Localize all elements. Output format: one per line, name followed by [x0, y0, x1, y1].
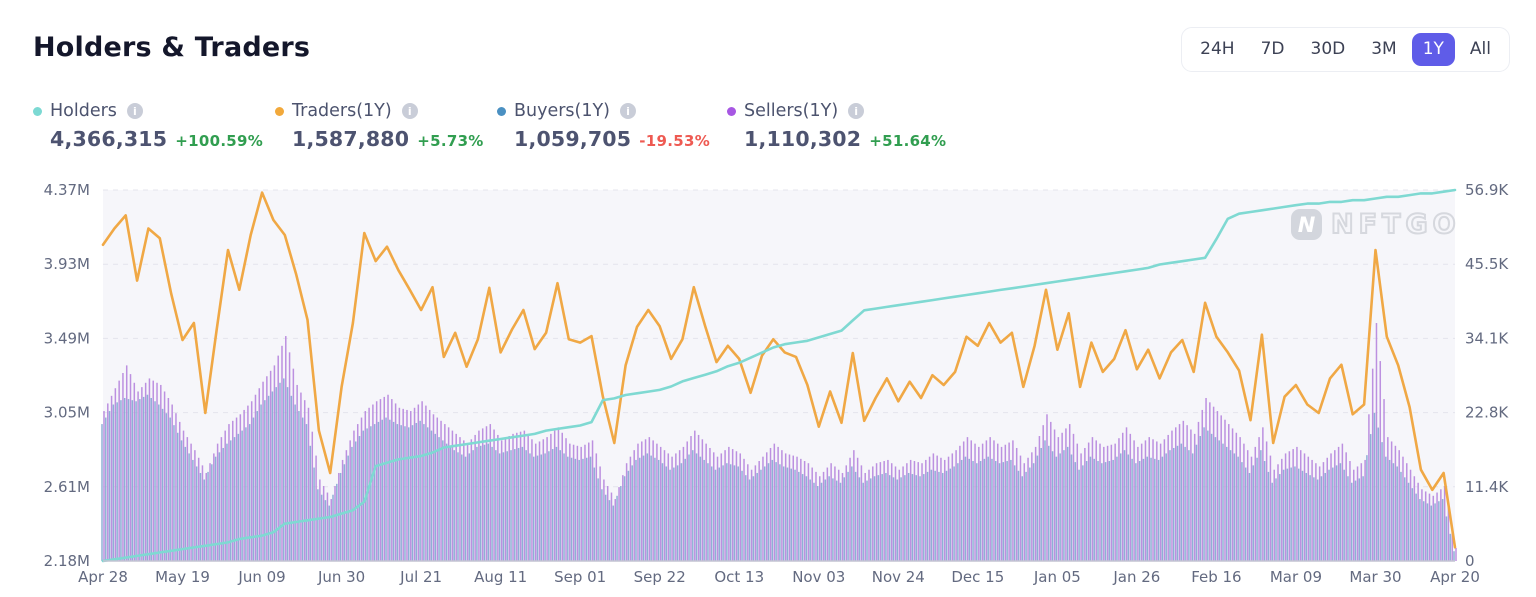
x-axis-tick: Oct 13 — [714, 568, 764, 586]
left-axis-tick: 2.18M — [44, 552, 90, 570]
legend-item-sellersy[interactable]: Sellers(1Y) i 1,110,302 +51.64% — [727, 101, 946, 151]
left-axis-tick: 3.93M — [44, 255, 90, 273]
page-title: Holders & Traders — [33, 32, 311, 63]
info-icon[interactable]: i — [126, 103, 143, 119]
legend-label-row: Traders(1Y) i — [275, 101, 484, 121]
x-axis-tick: Nov 24 — [872, 568, 925, 586]
legend-value-row: 4,366,315 +100.59% — [33, 127, 263, 151]
legend-label: Traders(1Y) — [292, 101, 392, 121]
legend-label-row: Sellers(1Y) i — [727, 101, 946, 121]
info-icon[interactable]: i — [620, 103, 637, 119]
legend-color-dot — [33, 106, 42, 116]
plot-background — [103, 190, 1455, 561]
x-axis-tick: Mar 30 — [1349, 568, 1401, 586]
legend-color-dot — [275, 106, 284, 116]
nftgo-watermark-text: NFTGO — [1330, 208, 1461, 241]
x-axis-tick: Sep 01 — [554, 568, 606, 586]
legend-change: -19.53% — [639, 132, 711, 150]
right-axis-tick: 45.5K — [1465, 255, 1509, 273]
legend-label-row: Buyers(1Y) i — [497, 101, 710, 121]
nftgo-watermark: N NFTGO — [1291, 208, 1461, 241]
info-icon[interactable]: i — [401, 103, 418, 119]
time-range-button-3m[interactable]: 3M — [1360, 33, 1407, 66]
x-axis-tick: Jul 21 — [399, 568, 442, 586]
legend-value: 1,059,705 — [514, 127, 632, 151]
time-range-button-30d[interactable]: 30D — [1300, 33, 1357, 66]
x-axis-tick: Aug 11 — [474, 568, 527, 586]
x-axis-tick: Mar 09 — [1270, 568, 1322, 586]
legend-color-dot — [497, 106, 506, 116]
x-axis-tick: Apr 20 — [1430, 568, 1480, 586]
legend-change: +5.73% — [417, 132, 484, 150]
left-axis-tick: 4.37M — [44, 181, 90, 199]
legend-value-row: 1,110,302 +51.64% — [727, 127, 946, 151]
legend-value: 4,366,315 — [50, 127, 168, 151]
right-axis-tick: 0 — [1465, 552, 1475, 570]
legend-label: Holders — [50, 101, 117, 121]
legend-value-row: 1,059,705 -19.53% — [497, 127, 710, 151]
holders-line — [101, 188, 1457, 563]
right-axis-tick: 11.4K — [1465, 478, 1509, 496]
left-axis-tick: 2.61M — [44, 478, 90, 496]
x-axis-tick: Dec 15 — [951, 568, 1004, 586]
nftgo-logo-icon: N — [1291, 209, 1322, 240]
x-axis-tick: Jan 05 — [1033, 568, 1081, 586]
x-axis-tick: Jun 09 — [237, 568, 285, 586]
x-axis-tick: Jun 30 — [317, 568, 365, 586]
x-axis-tick: Nov 03 — [792, 568, 845, 586]
legend-item-buyersy[interactable]: Buyers(1Y) i 1,059,705 -19.53% — [497, 101, 710, 151]
legend-item-tradersy[interactable]: Traders(1Y) i 1,587,880 +5.73% — [275, 101, 484, 151]
axis-tick-labels: 4.37M 56.9K 3.93M 45.5K 3.49M 34.1K 3.05M 22.8K… — [44, 181, 1510, 586]
time-range-button-24h[interactable]: 24H — [1189, 33, 1245, 66]
legend-change: +100.59% — [175, 132, 264, 150]
legend-label-row: Holders i — [33, 101, 263, 121]
right-axis-tick: 22.8K — [1465, 404, 1509, 422]
legend-item-holders[interactable]: Holders i 4,366,315 +100.59% — [33, 101, 263, 151]
x-axis-tick: Feb 16 — [1191, 568, 1241, 586]
legend-value-row: 1,587,880 +5.73% — [275, 127, 484, 151]
legend-label: Sellers(1Y) — [744, 101, 839, 121]
time-range-button-1y[interactable]: 1Y — [1411, 33, 1455, 66]
right-axis-tick: 34.1K — [1465, 329, 1509, 347]
info-icon[interactable]: i — [848, 103, 865, 119]
legend-label: Buyers(1Y) — [514, 101, 611, 121]
left-axis-tick: 3.49M — [44, 329, 90, 347]
right-axis-tick: 56.9K — [1465, 181, 1509, 199]
x-axis-tick: May 19 — [155, 568, 210, 586]
legend-value: 1,587,880 — [292, 127, 410, 151]
x-axis-tick: Jan 26 — [1112, 568, 1160, 586]
time-range-button-7d[interactable]: 7D — [1250, 33, 1296, 66]
x-axis-tick: Apr 28 — [78, 568, 128, 586]
legend-change: +51.64% — [869, 132, 947, 150]
legend-value: 1,110,302 — [744, 127, 862, 151]
time-range-selector: 24H 7D 30D 3M 1Y All — [1181, 27, 1510, 72]
buyers-sellers-bars — [101, 323, 1457, 561]
legend-color-dot — [727, 106, 736, 116]
left-axis-tick: 3.05M — [44, 404, 90, 422]
time-range-button-all[interactable]: All — [1459, 33, 1502, 66]
x-axis-tick: Sep 22 — [634, 568, 686, 586]
